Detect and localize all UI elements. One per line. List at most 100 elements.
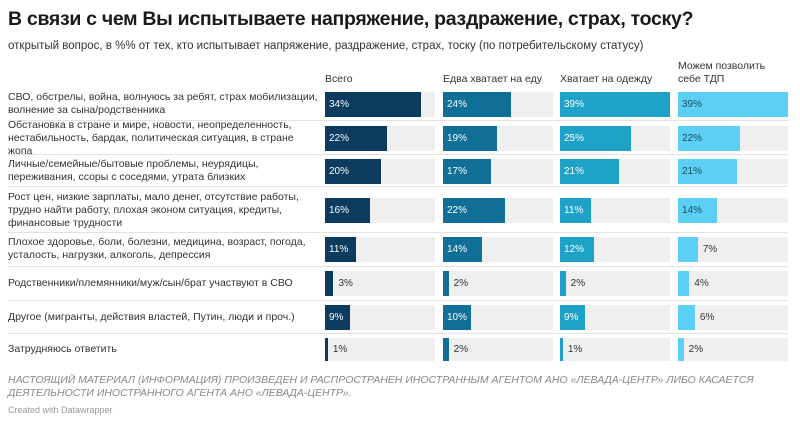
bar-track: 4% [678, 270, 788, 296]
bar [325, 197, 371, 223]
bar [325, 270, 334, 296]
bar-track: 1% [325, 337, 435, 361]
row-divider [8, 266, 788, 267]
bar [325, 91, 421, 117]
bar-track: 2% [560, 270, 670, 296]
row-divider [8, 333, 788, 334]
bar [678, 236, 698, 262]
bar-track: 9% [325, 304, 435, 330]
bar-track: 6% [678, 304, 788, 330]
category-label: СВО, обстрелы, война, волнуюсь за ребят,… [8, 91, 318, 116]
bar-track: 3% [325, 270, 435, 296]
category-label: Личные/семейные/бытовые проблемы, неуряд… [8, 158, 259, 183]
bar-track: 7% [678, 236, 788, 262]
data-label: 1% [332, 343, 348, 355]
bar [325, 158, 382, 184]
bar [443, 125, 497, 151]
data-label: 10% [447, 311, 468, 323]
bar-track: 19% [443, 125, 553, 151]
bar-track: 22% [443, 197, 553, 223]
data-label: 22% [682, 132, 703, 144]
bar [325, 304, 351, 330]
data-label: 9% [329, 311, 344, 323]
category-label: Затрудняюсь ответить [8, 342, 117, 355]
bar-track: 21% [560, 158, 670, 184]
bar [443, 304, 472, 330]
category-label: Родственники/племянники/муж/сын/брат уча… [8, 276, 293, 289]
row-divider [8, 232, 788, 233]
data-label: 25% [564, 132, 585, 144]
data-label: 12% [564, 243, 585, 255]
data-label: 17% [447, 165, 468, 177]
data-label: 21% [564, 165, 585, 177]
credit-link[interactable]: Created with Datawrapper [8, 405, 113, 415]
column-header: Можем позволить себе ТДП [678, 60, 766, 85]
data-label: 39% [564, 98, 585, 110]
bar-track: 20% [325, 158, 435, 184]
row-divider [8, 300, 788, 301]
data-label: 14% [682, 204, 703, 216]
bar [325, 337, 328, 361]
bar-track: 39% [678, 91, 788, 117]
data-label: 19% [447, 132, 468, 144]
bar-track: 9% [560, 304, 670, 330]
bar [678, 270, 690, 296]
bar-track: 14% [678, 197, 788, 223]
bar [325, 236, 357, 262]
data-label: 21% [682, 165, 703, 177]
bar [443, 270, 449, 296]
data-label: 2% [688, 343, 704, 355]
bar-track: 2% [443, 337, 553, 361]
data-label: 14% [447, 243, 468, 255]
bar [678, 304, 695, 330]
bar-track: 22% [678, 125, 788, 151]
data-label: 22% [329, 132, 350, 144]
data-label: 24% [447, 98, 468, 110]
category-label: Другое (мигранты, действия властей, Пути… [8, 310, 295, 323]
bar [678, 158, 738, 184]
bar-track: 39% [560, 91, 670, 117]
bar [678, 125, 741, 151]
chart-title: В связи с чем Вы испытываете напряжение,… [8, 8, 694, 30]
bar-track: 14% [443, 236, 553, 262]
bar-track: 17% [443, 158, 553, 184]
row-divider [8, 154, 788, 155]
row-divider [8, 120, 788, 121]
data-label: 11% [564, 204, 584, 216]
bar-track: 2% [443, 270, 553, 296]
bar-track: 2% [678, 337, 788, 361]
bar [443, 197, 506, 223]
bar [443, 337, 449, 361]
data-label: 2% [453, 277, 469, 289]
data-label: 2% [453, 343, 469, 355]
data-label: 34% [329, 98, 350, 110]
bar [560, 197, 592, 223]
data-label: 4% [694, 277, 709, 289]
column-header: Едва хватает на еду [443, 73, 542, 85]
data-label: 16% [329, 204, 350, 216]
bar-track: 11% [325, 236, 435, 262]
data-label: 9% [564, 311, 579, 323]
data-label: 39% [682, 98, 703, 110]
bar-track: 24% [443, 91, 553, 117]
column-header: Всего [325, 73, 353, 85]
bar [560, 125, 631, 151]
data-label: 7% [702, 243, 718, 255]
bar [443, 158, 491, 184]
data-label: 1% [567, 343, 583, 355]
bar [560, 236, 594, 262]
chart-subtitle: открытый вопрос, в %% от тех, кто испыты… [8, 40, 644, 52]
bar [443, 91, 511, 117]
bar [678, 337, 684, 361]
footer-note: НАСТОЯЩИЙ МАТЕРИАЛ (ИНФОРМАЦИЯ) ПРОИЗВЕД… [8, 374, 754, 399]
bar [678, 197, 718, 223]
data-label: 3% [338, 277, 353, 289]
data-label: 2% [570, 277, 586, 289]
category-label: Плохое здоровье, боли, болезни, медицина… [8, 236, 306, 261]
bar-track: 10% [443, 304, 553, 330]
category-label: Обстановка в стране и мире, новости, нео… [8, 118, 294, 157]
data-label: 22% [447, 204, 468, 216]
bar [560, 91, 670, 117]
data-label: 11% [329, 243, 349, 255]
